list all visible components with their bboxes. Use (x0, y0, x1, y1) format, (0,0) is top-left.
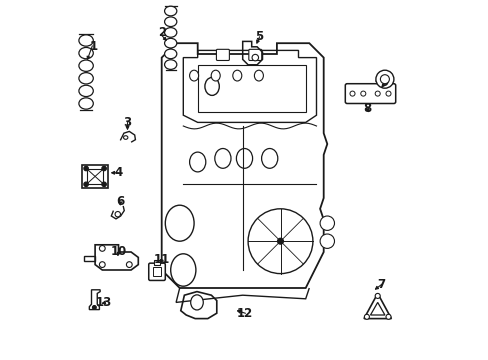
Circle shape (92, 306, 96, 309)
Ellipse shape (164, 17, 177, 27)
FancyBboxPatch shape (152, 267, 161, 276)
Text: 2: 2 (157, 26, 165, 39)
Circle shape (84, 182, 88, 186)
Text: 10: 10 (110, 246, 126, 258)
Circle shape (385, 314, 390, 319)
FancyBboxPatch shape (148, 263, 165, 280)
Ellipse shape (164, 28, 177, 37)
Ellipse shape (247, 209, 312, 274)
Circle shape (364, 314, 368, 319)
Ellipse shape (165, 205, 194, 241)
Circle shape (126, 262, 132, 267)
Text: 4: 4 (114, 166, 122, 179)
Circle shape (277, 238, 283, 244)
Ellipse shape (79, 35, 93, 46)
Ellipse shape (123, 136, 127, 139)
Circle shape (102, 182, 106, 186)
Circle shape (99, 262, 105, 267)
Text: 9: 9 (380, 76, 388, 89)
FancyBboxPatch shape (153, 260, 160, 265)
Circle shape (84, 166, 88, 171)
Ellipse shape (375, 70, 393, 88)
Ellipse shape (214, 148, 230, 168)
Ellipse shape (164, 60, 177, 69)
Ellipse shape (79, 98, 93, 109)
Circle shape (374, 91, 380, 96)
Circle shape (385, 91, 390, 96)
Text: 13: 13 (96, 296, 112, 309)
Circle shape (360, 91, 365, 96)
Ellipse shape (164, 6, 177, 16)
Circle shape (102, 166, 106, 171)
Text: 11: 11 (153, 253, 169, 266)
Ellipse shape (320, 216, 334, 230)
FancyBboxPatch shape (87, 169, 103, 184)
Text: 8: 8 (362, 102, 370, 114)
Ellipse shape (79, 60, 93, 71)
Ellipse shape (189, 70, 198, 81)
Ellipse shape (236, 148, 252, 168)
Ellipse shape (79, 48, 93, 59)
FancyBboxPatch shape (345, 84, 395, 104)
Ellipse shape (79, 73, 93, 84)
Text: 12: 12 (236, 307, 252, 320)
Text: 3: 3 (123, 116, 131, 129)
Ellipse shape (170, 254, 196, 286)
FancyBboxPatch shape (216, 49, 229, 60)
Ellipse shape (189, 152, 205, 172)
Text: 5: 5 (254, 30, 263, 42)
Ellipse shape (164, 38, 177, 48)
Ellipse shape (190, 295, 203, 310)
Ellipse shape (320, 234, 334, 248)
Ellipse shape (164, 49, 177, 59)
Circle shape (374, 293, 380, 298)
Ellipse shape (232, 70, 241, 81)
Text: 1: 1 (89, 40, 97, 53)
Ellipse shape (380, 75, 388, 84)
Ellipse shape (204, 77, 219, 95)
Ellipse shape (254, 70, 263, 81)
Text: 7: 7 (376, 278, 385, 291)
Circle shape (349, 91, 354, 96)
Ellipse shape (261, 148, 277, 168)
Ellipse shape (251, 54, 258, 61)
Ellipse shape (211, 70, 220, 81)
FancyBboxPatch shape (248, 49, 261, 60)
Circle shape (99, 246, 105, 251)
Text: 6: 6 (116, 195, 124, 208)
FancyBboxPatch shape (82, 165, 108, 188)
Ellipse shape (79, 85, 93, 96)
Ellipse shape (115, 211, 120, 217)
